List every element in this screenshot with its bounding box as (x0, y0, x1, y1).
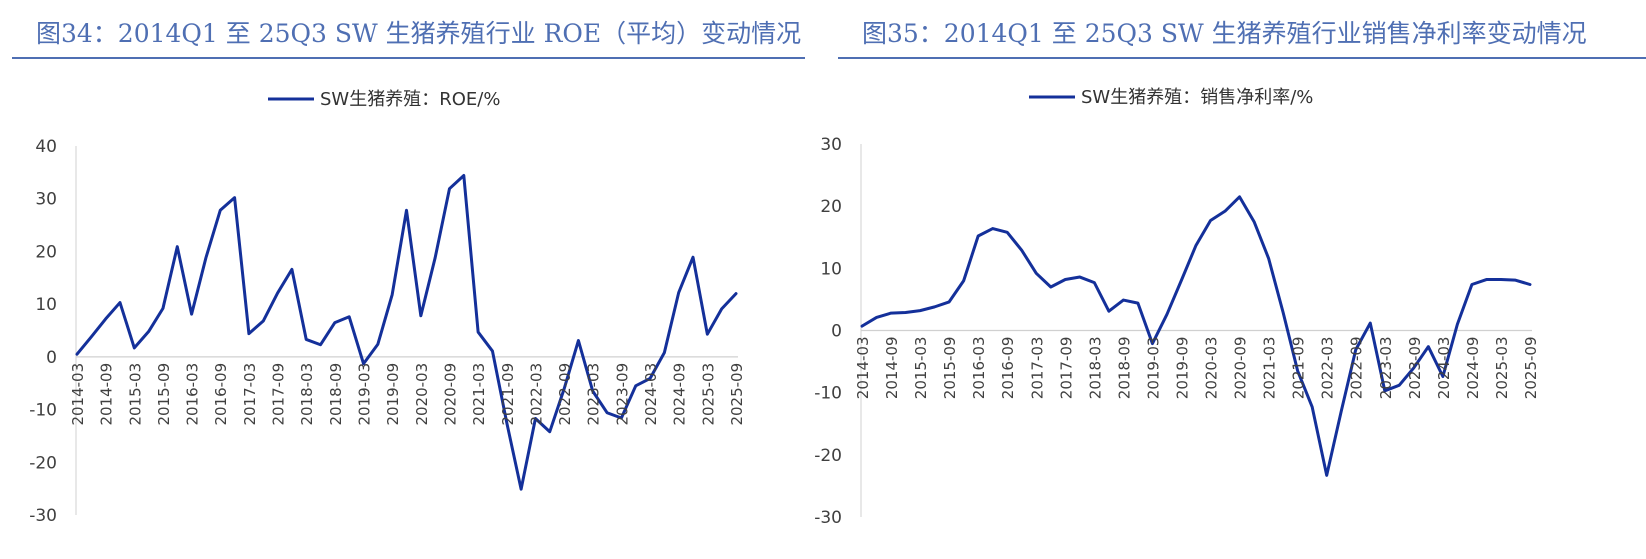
y-tick-label: -30 (29, 506, 57, 526)
figure-35-title-rule (838, 57, 1646, 59)
x-tick-label: 2017-03 (241, 363, 259, 426)
series-line (860, 195, 1532, 477)
figure-34-panel: 图34：2014Q1 至 25Q3 SW 生猪养殖行业 ROE（平均）变动情况 … (0, 0, 810, 559)
x-tick-label: 2021-03 (1261, 337, 1279, 400)
y-tick-label: -20 (814, 446, 842, 466)
x-tick-label: 2014-03 (854, 337, 872, 400)
x-tick-label: 2025-03 (699, 363, 717, 426)
x-tick-label: 2023-03 (1377, 337, 1395, 400)
x-tick-label: 2020-03 (413, 363, 431, 426)
x-tick-label: 2020-09 (441, 363, 459, 426)
x-tick-label: 2023-09 (613, 363, 631, 426)
x-tick-label: 2018-09 (327, 363, 345, 426)
x-tick-label: 2014-09 (98, 363, 116, 426)
x-tick-label: 2015-09 (155, 363, 173, 426)
x-tick-label: 2020-03 (1203, 337, 1221, 400)
x-tick-label: 2024-09 (1464, 337, 1482, 400)
x-tick-label: 2014-03 (69, 363, 87, 426)
x-tick-label: 2025-09 (1522, 337, 1540, 400)
legend-label: SW生猪养殖：销售净利率/% (1081, 86, 1313, 108)
x-tick-label: 2017-09 (270, 363, 288, 426)
x-tick-label: 2025-03 (1493, 337, 1511, 400)
x-tick-label: 2017-03 (1028, 337, 1046, 400)
x-tick-label: 2024-09 (671, 363, 689, 426)
figure-34-title: 图34：2014Q1 至 25Q3 SW 生猪养殖行业 ROE（平均）变动情况 (36, 19, 802, 48)
figure-35-title: 图35：2014Q1 至 25Q3 SW 生猪养殖行业销售净利率变动情况 (862, 19, 1587, 48)
x-tick-label: 2016-09 (212, 363, 230, 426)
y-tick-label: 30 (35, 190, 57, 210)
x-tick-label: 2022-09 (1348, 337, 1366, 400)
roe-line-chart: 40 30 20 10 0 -10 -20 -30 2014-03 2014-09 2015-03 2… (29, 88, 746, 526)
figure-34-title-rule (12, 57, 805, 59)
x-tick-label: 2019-09 (1173, 337, 1191, 400)
series-line (75, 174, 738, 491)
x-tick-label: 2022-09 (556, 363, 574, 426)
y-tick-label: -20 (29, 453, 57, 473)
net-margin-line-chart: 30 20 10 0 -10 -20 -30 2014-03 2014-09 2015-03 201… (814, 86, 1540, 528)
x-tick-label: 2015-09 (941, 337, 959, 400)
x-tick-label: 2018-03 (298, 363, 316, 426)
x-tick-label: 2020-09 (1232, 337, 1250, 400)
y-tick-label: 30 (820, 135, 842, 155)
x-tick-label: 2023-09 (1406, 337, 1424, 400)
y-tick-label: -10 (29, 401, 57, 421)
x-tick-label: 2015-03 (126, 363, 144, 426)
x-tick-label: 2023-03 (585, 363, 603, 426)
y-tick-label: 10 (35, 295, 57, 315)
x-tick-label: 2024-03 (1435, 337, 1453, 400)
y-tick-label: -10 (814, 384, 842, 404)
y-tick-label: 0 (46, 348, 57, 368)
y-tick-label: 20 (35, 242, 57, 262)
x-tick-label: 2021-03 (470, 363, 488, 426)
x-tick-label: 2024-03 (642, 363, 660, 426)
y-tick-label: 10 (820, 259, 842, 279)
legend-label: SW生猪养殖：ROE/% (320, 88, 500, 110)
x-tick-label: 2016-03 (184, 363, 202, 426)
x-tick-label: 2021-09 (499, 363, 517, 426)
x-tick-label: 2022-03 (1319, 337, 1337, 400)
y-tick-label: -30 (814, 508, 842, 528)
x-tick-label: 2021-09 (1290, 337, 1308, 400)
x-tick-label: 2019-03 (356, 363, 374, 426)
y-tick-label: 20 (820, 197, 842, 217)
x-tick-label: 2018-09 (1115, 337, 1133, 400)
figure-35-panel: 图35：2014Q1 至 25Q3 SW 生猪养殖行业销售净利率变动情况 30 2… (814, 0, 1646, 559)
x-tick-label: 2019-09 (384, 363, 402, 426)
x-tick-label: 2016-09 (999, 337, 1017, 400)
x-tick-label: 2016-03 (970, 337, 988, 400)
y-tick-label: 40 (35, 137, 57, 157)
x-tick-label: 2017-09 (1057, 337, 1075, 400)
x-tick-label: 2018-03 (1086, 337, 1104, 400)
x-tick-label: 2019-03 (1144, 337, 1162, 400)
x-tick-label: 2014-09 (883, 337, 901, 400)
x-tick-label: 2025-09 (728, 363, 746, 426)
x-tick-label: 2015-03 (912, 337, 930, 400)
x-tick-label: 2022-03 (527, 363, 545, 426)
y-tick-label: 0 (831, 322, 842, 342)
